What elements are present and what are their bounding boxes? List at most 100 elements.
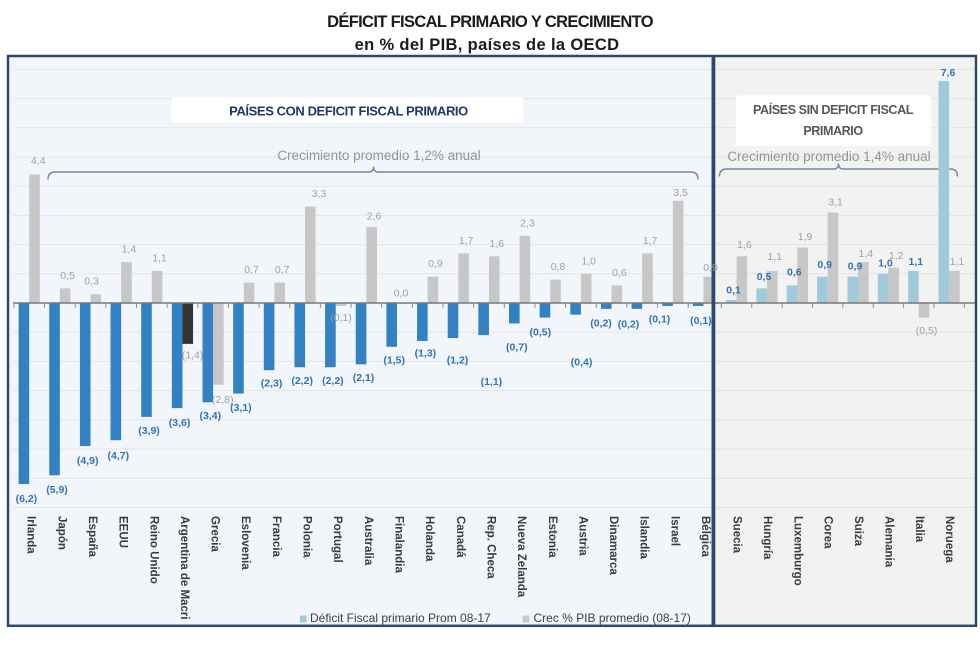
svg-text:(1,4): (1,4) (182, 350, 204, 362)
svg-text:Estonia: Estonia (546, 516, 558, 558)
svg-text:0,8: 0,8 (551, 261, 566, 273)
svg-text:1,6: 1,6 (489, 238, 504, 250)
svg-text:Dinamarca: Dinamarca (607, 516, 619, 575)
svg-text:3,5: 3,5 (673, 187, 688, 199)
svg-text:Finalandia: Finalandia (393, 516, 405, 573)
svg-text:0,9: 0,9 (428, 258, 443, 270)
svg-text:DÉFICIT FISCAL PRIMARIO Y CREC: DÉFICIT FISCAL PRIMARIO Y CRECIMIENTO (327, 12, 654, 31)
svg-text:0,7: 0,7 (244, 264, 259, 276)
svg-text:0,5: 0,5 (60, 270, 75, 282)
svg-text:PAÍSES SIN DEFICIT FISCAL: PAÍSES SIN DEFICIT FISCAL (753, 102, 914, 117)
svg-text:1,9: 1,9 (798, 231, 813, 243)
svg-text:(3,6): (3,6) (169, 417, 191, 429)
svg-text:(5,9): (5,9) (46, 484, 68, 496)
svg-text:(6,2): (6,2) (16, 493, 38, 505)
svg-text:PRIMARIO: PRIMARIO (803, 124, 863, 138)
svg-text:(2,3): (2,3) (261, 378, 283, 390)
svg-text:2,3: 2,3 (520, 217, 535, 229)
svg-text:(4,9): (4,9) (77, 455, 99, 467)
svg-text:(0,2): (0,2) (618, 318, 640, 330)
svg-text:(1,1): (1,1) (481, 376, 503, 388)
svg-text:Australia: Australia (362, 516, 374, 566)
svg-text:1,7: 1,7 (459, 235, 474, 247)
svg-text:Suecia: Suecia (731, 516, 743, 554)
svg-text:Nueva Zelanda: Nueva Zelanda (515, 516, 527, 598)
svg-text:(1,5): (1,5) (383, 355, 405, 367)
svg-text:(0,2): (0,2) (590, 317, 612, 329)
svg-text:1,7: 1,7 (643, 235, 658, 247)
svg-text:Argentina de Macri: Argentina de Macri (178, 516, 190, 620)
svg-text:0,6: 0,6 (787, 267, 802, 279)
svg-text:(2,1): (2,1) (353, 372, 375, 384)
svg-text:0,9: 0,9 (848, 261, 863, 273)
svg-text:Japón: Japón (55, 516, 67, 550)
svg-text:Luxemburgo: Luxemburgo (791, 516, 803, 586)
svg-text:3,1: 3,1 (828, 197, 843, 209)
svg-text:0,3: 0,3 (84, 276, 99, 288)
svg-text:1,0: 1,0 (581, 255, 596, 267)
svg-text:(0,1): (0,1) (649, 314, 671, 326)
svg-text:(3,9): (3,9) (138, 425, 160, 437)
svg-text:2,6: 2,6 (367, 211, 382, 223)
svg-text:Irlanda: Irlanda (25, 516, 37, 554)
svg-text:Italia: Italia (913, 516, 925, 543)
svg-text:(4,7): (4,7) (108, 450, 130, 462)
svg-text:(0,4): (0,4) (571, 356, 593, 368)
svg-text:3,3: 3,3 (312, 188, 327, 200)
svg-text:España: España (86, 516, 98, 558)
svg-text:Crecimiento promedio 1,4% anua: Crecimiento promedio 1,4% anual (727, 149, 930, 164)
svg-text:1,4: 1,4 (858, 248, 873, 260)
svg-text:EEUU: EEUU (117, 516, 129, 548)
svg-text:(1,3): (1,3) (415, 348, 437, 360)
svg-text:Austria: Austria (576, 516, 588, 556)
svg-text:(1,2): (1,2) (447, 355, 469, 367)
svg-text:0,1: 0,1 (726, 285, 741, 297)
svg-text:(0,1): (0,1) (330, 312, 352, 324)
svg-text:(3,4): (3,4) (200, 410, 222, 422)
svg-text:Reino Unido: Reino Unido (147, 516, 159, 584)
svg-text:0,9: 0,9 (817, 259, 832, 271)
svg-text:Alemania: Alemania (882, 516, 894, 568)
svg-text:(0,5): (0,5) (916, 325, 938, 337)
svg-text:PAÍSES CON DEFICIT FISCAL PRIM: PAÍSES CON DEFICIT FISCAL PRIMARIO (229, 104, 468, 119)
svg-text:1,2: 1,2 (889, 250, 904, 262)
svg-text:Francia: Francia (270, 516, 282, 558)
svg-text:Islandia: Islandia (638, 516, 650, 559)
svg-text:Israel: Israel (668, 516, 680, 546)
svg-text:Canadá: Canadá (454, 516, 466, 558)
svg-text:(0,5): (0,5) (530, 327, 552, 339)
svg-text:(0,1): (0,1) (690, 315, 712, 327)
svg-text:1,1: 1,1 (767, 251, 782, 263)
svg-text:4,4: 4,4 (31, 155, 46, 167)
svg-text:Suiza: Suiza (852, 516, 864, 547)
svg-text:Eslovenia: Eslovenia (239, 516, 251, 570)
svg-text:Hungría: Hungría (761, 516, 773, 560)
svg-text:en % del PIB, países de la OEC: en % del PIB, países de la OECD (355, 36, 620, 54)
svg-text:Corea: Corea (822, 516, 834, 549)
svg-text:0,5: 0,5 (757, 271, 772, 283)
svg-text:1,6: 1,6 (737, 239, 752, 251)
svg-text:Crec % PIB promedio (08-17): Crec % PIB promedio (08-17) (534, 611, 691, 625)
svg-text:Portugal: Portugal (331, 516, 343, 563)
svg-text:7,6: 7,6 (941, 67, 956, 79)
svg-text:Rep. Checa: Rep. Checa (484, 516, 496, 579)
svg-text:Holanda: Holanda (423, 516, 435, 562)
svg-text:Polonia: Polonia (301, 516, 313, 558)
svg-text:Bélgica: Bélgica (699, 516, 711, 558)
svg-text:(2,8): (2,8) (212, 394, 234, 406)
svg-text:0,7: 0,7 (275, 264, 290, 276)
svg-text:1,1: 1,1 (908, 256, 923, 268)
svg-text:0,0: 0,0 (394, 288, 409, 300)
svg-text:(2,2): (2,2) (322, 375, 344, 387)
svg-text:(0,7): (0,7) (506, 342, 528, 354)
svg-text:1,4: 1,4 (122, 244, 137, 256)
svg-text:1,1: 1,1 (950, 256, 965, 268)
svg-text:Noruega: Noruega (943, 516, 955, 563)
svg-text:0,9: 0,9 (703, 262, 718, 274)
svg-text:0,6: 0,6 (612, 267, 627, 279)
svg-text:Grecia: Grecia (209, 516, 221, 552)
svg-text:(3,1): (3,1) (230, 402, 252, 414)
svg-text:(2,2): (2,2) (291, 375, 313, 387)
svg-text:1,1: 1,1 (152, 252, 167, 264)
svg-text:Déficit Fiscal primario Prom 0: Déficit Fiscal primario Prom 08-17 (310, 611, 491, 625)
